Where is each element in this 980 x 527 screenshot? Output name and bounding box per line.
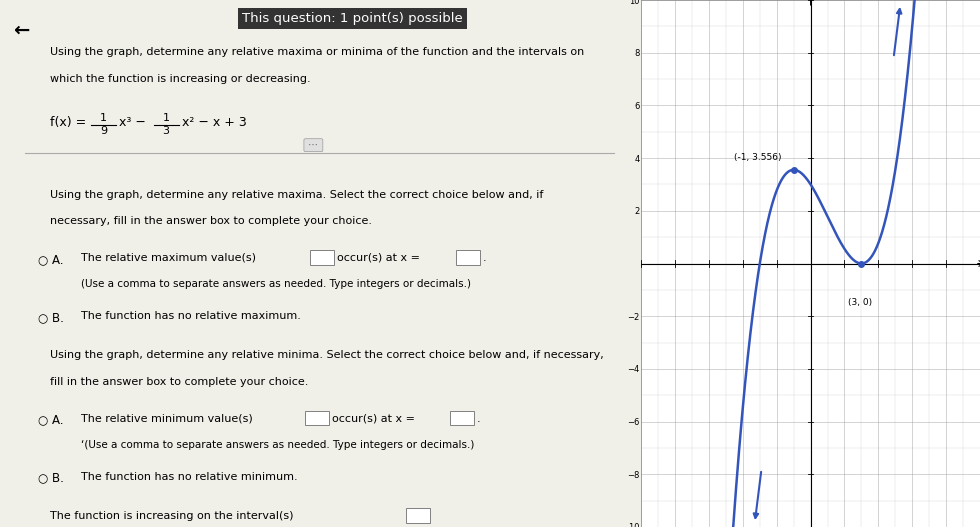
Text: 3: 3 <box>163 126 170 136</box>
Text: occur(s) at x =: occur(s) at x = <box>336 253 419 263</box>
Text: Using the graph, determine any relative maxima. Select the correct choice below : Using the graph, determine any relative … <box>50 190 544 200</box>
Text: The relative maximum value(s): The relative maximum value(s) <box>81 253 257 263</box>
Text: ○ B.: ○ B. <box>37 472 64 485</box>
Text: which the function is increasing or decreasing.: which the function is increasing or decr… <box>50 74 311 84</box>
Text: x³ −: x³ − <box>120 116 146 129</box>
Text: This question: 1 point(s) possible: This question: 1 point(s) possible <box>242 12 464 25</box>
Text: 9: 9 <box>100 126 107 136</box>
Text: necessary, fill in the answer box to complete your choice.: necessary, fill in the answer box to com… <box>50 216 372 226</box>
Bar <box>406 508 430 523</box>
Bar <box>305 411 329 425</box>
Text: (Use a comma to separate answers as needed. Type integers or decimals.): (Use a comma to separate answers as need… <box>81 279 471 289</box>
Bar <box>311 250 334 265</box>
Bar <box>457 250 480 265</box>
Text: Using the graph, determine any relative maxima or minima of the function and the: Using the graph, determine any relative … <box>50 47 584 57</box>
Text: ←: ← <box>13 21 28 40</box>
Text: 1: 1 <box>163 113 170 123</box>
Text: The function has no relative maximum.: The function has no relative maximum. <box>81 311 302 321</box>
Text: ○ A.: ○ A. <box>37 414 63 427</box>
Bar <box>450 411 473 425</box>
Text: f(x) =: f(x) = <box>50 116 86 129</box>
Text: ○ B.: ○ B. <box>37 311 64 324</box>
Text: Using the graph, determine any relative minima. Select the correct choice below : Using the graph, determine any relative … <box>50 350 604 360</box>
Text: .: . <box>482 253 486 263</box>
Text: occur(s) at x =: occur(s) at x = <box>331 414 415 424</box>
Text: fill in the answer box to complete your choice.: fill in the answer box to complete your … <box>50 377 309 387</box>
Text: x² − x + 3: x² − x + 3 <box>181 116 247 129</box>
Text: (-1, 3.556): (-1, 3.556) <box>734 153 782 162</box>
Text: ‘(Use a comma to separate answers as needed. Type integers or decimals.): ‘(Use a comma to separate answers as nee… <box>81 440 475 450</box>
Text: 1: 1 <box>100 113 107 123</box>
Text: The function is increasing on the interval(s): The function is increasing on the interv… <box>50 511 294 521</box>
Text: The relative minimum value(s): The relative minimum value(s) <box>81 414 253 424</box>
Text: ○ A.: ○ A. <box>37 253 63 266</box>
Text: .: . <box>476 414 480 424</box>
Text: (3, 0): (3, 0) <box>848 298 872 307</box>
Text: The function has no relative minimum.: The function has no relative minimum. <box>81 472 298 482</box>
Text: ⋯: ⋯ <box>306 140 321 150</box>
